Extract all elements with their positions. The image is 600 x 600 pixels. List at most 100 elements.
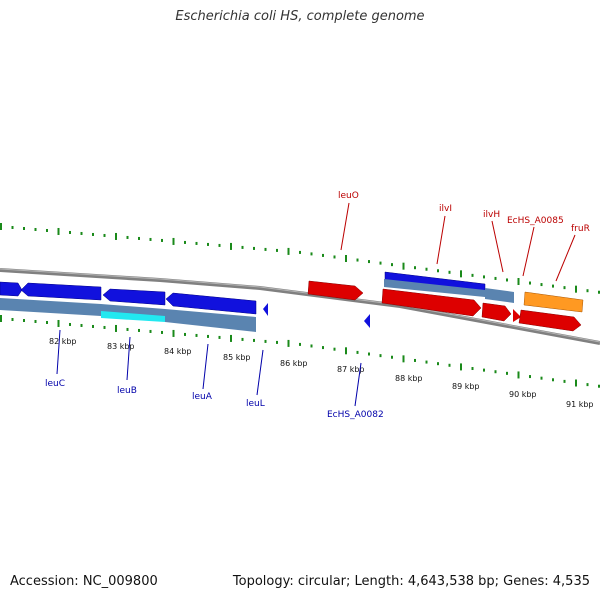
tick-minor: [356, 258, 359, 262]
tick-minor: [540, 376, 543, 380]
gene-arrow-EcHS_A0082[interactable]: [364, 314, 370, 328]
tick-minor: [80, 323, 83, 327]
tick-minor: [126, 327, 129, 331]
tick-minor: [126, 235, 129, 239]
tick-major: [517, 278, 520, 285]
tick-minor: [483, 368, 485, 372]
tick-minor: [69, 322, 71, 326]
cds-band-leuC[interactable]: [0, 298, 101, 316]
gene-label-leuB[interactable]: leuB: [117, 386, 137, 396]
gene-label-fruR[interactable]: fruR: [571, 224, 590, 234]
tick-major: [460, 363, 462, 371]
tick-minor: [540, 283, 543, 287]
tick-minor: [448, 270, 451, 274]
tick-minor: [34, 227, 37, 231]
gene-arrow-ilvI[interactable]: [381, 288, 482, 317]
gene-label-leuO[interactable]: leuO: [338, 191, 359, 201]
gene-arrow-leuA[interactable]: [165, 292, 257, 315]
tick-label: 87 kbp: [337, 365, 365, 374]
leader-leuA: [202, 343, 209, 390]
tick-minor: [195, 333, 198, 337]
gene-arrow-other[interactable]: [523, 291, 584, 313]
gene-label-leuA[interactable]: leuA: [192, 392, 213, 402]
tick-major: [172, 329, 175, 337]
tick-minor: [103, 325, 106, 329]
leader-fruR: [555, 234, 576, 282]
tick-minor: [471, 273, 474, 277]
tick-major: [460, 270, 462, 278]
tick-label: 82 kbp: [49, 337, 77, 346]
tick-major: [345, 347, 347, 355]
gene-arrow-leuL[interactable]: [263, 303, 268, 316]
tick-major: [0, 223, 2, 230]
tick-minor: [264, 247, 267, 251]
tick-minor: [310, 252, 313, 256]
tick-minor: [11, 317, 14, 321]
map-title: Escherichia coli HS, complete genome: [175, 9, 425, 24]
gene-arrow-leuO[interactable]: [307, 280, 364, 301]
gene-label-leuC[interactable]: leuC: [45, 379, 65, 389]
tick-minor: [425, 267, 428, 271]
tick-minor: [80, 231, 83, 235]
tick-minor: [333, 255, 336, 259]
gene-label-EcHS_A0082[interactable]: EcHS_A0082: [327, 410, 384, 420]
tick-minor: [471, 367, 474, 371]
tick-major: [230, 242, 232, 250]
tick-minor: [92, 324, 94, 328]
tick-minor: [586, 289, 589, 293]
gene-label-ilvH[interactable]: ilvH: [483, 210, 500, 220]
tick-minor: [356, 350, 359, 354]
tick-label: 85 kbp: [223, 353, 251, 362]
tick-minor: [598, 290, 600, 294]
tick-minor: [23, 318, 25, 322]
cds-band-leuA[interactable]: [165, 309, 256, 332]
tick-minor: [184, 332, 186, 336]
leader-EcHS_A0082: [354, 362, 362, 407]
gene-arrow-EcHS_A0085[interactable]: [513, 309, 521, 322]
cds-band-ilvI[interactable]: [384, 279, 485, 297]
tick-minor: [253, 246, 255, 250]
tick-major: [172, 237, 175, 245]
tick-minor: [506, 371, 508, 375]
tick-major: [402, 355, 405, 363]
tick-minor: [368, 260, 370, 264]
tick-minor: [138, 236, 140, 240]
tick-minor: [552, 378, 554, 382]
gene-arrow-ilvH[interactable]: [481, 302, 512, 322]
gene-arrow-fruR[interactable]: [518, 309, 582, 332]
tick-major: [517, 371, 520, 379]
gene-label-EcHS_A0085[interactable]: EcHS_A0085: [507, 216, 564, 226]
tick-minor: [138, 328, 140, 332]
tick-minor: [437, 362, 439, 366]
tick-minor: [218, 335, 221, 339]
tick-minor: [161, 330, 163, 334]
leader-leuO: [340, 202, 350, 251]
tick-minor: [149, 237, 152, 241]
gene-arrow-leuB[interactable]: [102, 288, 166, 306]
tick-minor: [103, 233, 106, 237]
tick-minor: [563, 379, 566, 383]
cds-highlight-leuB[interactable]: [101, 311, 165, 322]
gene-label-ilvI[interactable]: ilvI: [439, 204, 452, 214]
tick-minor: [333, 347, 336, 351]
tick-minor: [437, 269, 439, 273]
tick-minor: [414, 266, 416, 270]
cds-band-ilvH[interactable]: [485, 288, 514, 303]
tick-minor: [46, 320, 48, 324]
tick-minor: [529, 375, 531, 379]
tick-minor: [207, 242, 209, 246]
gene-label-leuL[interactable]: leuL: [246, 399, 265, 409]
tick-label: 89 kbp: [452, 382, 480, 391]
gene-arrow-leuL-region[interactable]: [0, 281, 23, 297]
tick-major: [402, 262, 405, 270]
tick-labels: 82 kbp 83 kbp 84 kbp 85 kbp 86 kbp 87 kb…: [49, 337, 594, 409]
tick-major: [115, 324, 117, 332]
gene-arrow-leuC[interactable]: [20, 282, 102, 301]
tick-minor: [494, 276, 497, 280]
inner-tick-track: [0, 315, 600, 388]
tick-label: 86 kbp: [280, 359, 308, 368]
tick-minor: [161, 238, 163, 242]
tick-minor: [207, 334, 209, 338]
tick-minor: [379, 261, 382, 265]
